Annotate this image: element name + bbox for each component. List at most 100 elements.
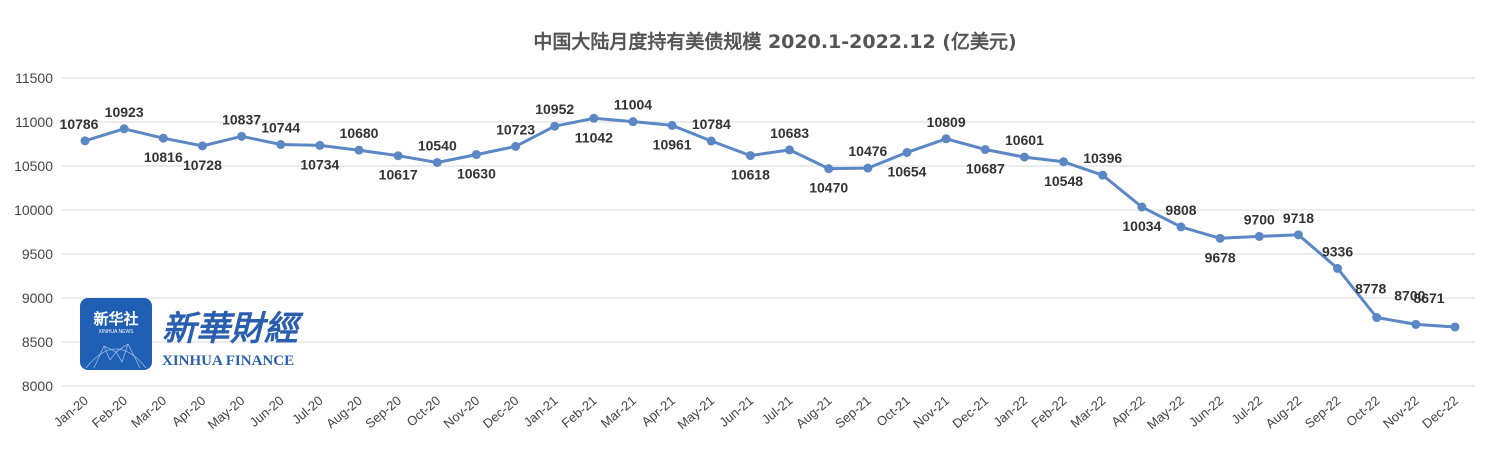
- x-tick-label: Jul-22: [1228, 393, 1265, 427]
- x-tick-label: Jul-21: [759, 393, 796, 427]
- data-point: [980, 145, 990, 155]
- data-point: [1411, 319, 1421, 329]
- data-point: [706, 136, 716, 146]
- x-tick-label: Sep-22: [1302, 393, 1344, 431]
- data-label: 9700: [1244, 211, 1275, 227]
- xinhua-finance-watermark: 新华社 XINHUA NEWS 新華財經 XINHUA FINANCE: [80, 298, 304, 370]
- data-point: [119, 124, 129, 134]
- data-point: [276, 140, 286, 150]
- data-label: 10961: [653, 136, 692, 152]
- y-tick-label: 8000: [22, 378, 53, 394]
- data-label: 10470: [809, 180, 848, 196]
- data-label: 10809: [927, 114, 966, 130]
- data-point: [393, 151, 403, 161]
- data-label: 10618: [731, 167, 770, 183]
- data-point: [158, 133, 168, 143]
- data-point: [1254, 231, 1264, 241]
- y-tick-label: 10000: [14, 202, 53, 218]
- data-label: 10687: [966, 161, 1005, 177]
- y-axis: 8000 8500 9000 9500 10000 10500 11000 11500: [14, 70, 53, 394]
- x-tick-label: May-22: [1144, 393, 1187, 432]
- x-tick-label: Oct-21: [873, 393, 913, 430]
- x-tick-label: Oct-22: [1343, 393, 1383, 430]
- data-label: 10630: [457, 166, 496, 182]
- x-tick-label: Jan-21: [521, 393, 561, 430]
- x-tick-label: Jan-22: [990, 393, 1030, 430]
- y-tick-label: 9500: [22, 246, 53, 262]
- x-tick-label: Sep-21: [832, 393, 874, 431]
- xinhua-badge-cn: 新华社: [93, 310, 138, 328]
- xinhua-badge-en: XINHUA NEWS: [98, 329, 134, 335]
- data-label: 10683: [770, 125, 809, 141]
- x-tick-label: Jun-21: [716, 393, 756, 430]
- data-point: [1137, 202, 1147, 212]
- data-label: 10784: [692, 116, 731, 132]
- data-label: 10816: [144, 149, 183, 165]
- data-point: [1293, 230, 1303, 240]
- brand-en: XINHUA FINANCE: [162, 353, 294, 369]
- x-tick-label: Apr-20: [169, 393, 209, 430]
- x-tick-label: May-20: [205, 393, 248, 432]
- data-point: [785, 145, 795, 155]
- x-tick-label: Jan-20: [51, 393, 91, 430]
- data-point: [315, 140, 325, 150]
- x-tick-label: Feb-20: [89, 393, 130, 431]
- data-label: 8700: [1394, 287, 1425, 303]
- x-tick-label: Aug-22: [1263, 393, 1305, 431]
- grid: [62, 77, 1475, 387]
- brand-cn: 新華財經: [162, 309, 304, 349]
- data-label: 10396: [1083, 150, 1122, 166]
- xinhua-badge: [80, 298, 152, 370]
- data-label: 9336: [1322, 243, 1353, 259]
- data-label: 8671: [1413, 290, 1444, 306]
- data-point: [80, 136, 90, 146]
- x-tick-label: Dec-21: [949, 393, 991, 431]
- x-tick-label: Aug-20: [323, 393, 365, 431]
- x-tick-label: Apr-21: [639, 393, 679, 430]
- x-tick-label: Nov-22: [1380, 393, 1422, 431]
- x-tick-label: Dec-20: [480, 393, 522, 431]
- data-label: 10654: [888, 163, 927, 179]
- x-tick-label: May-21: [674, 393, 717, 432]
- chart-title: 中国大陆月度持有美债规模 2020.1-2022.12 (亿美元): [533, 30, 1016, 53]
- data-point: [471, 150, 481, 160]
- data-label: 10034: [1122, 218, 1161, 234]
- data-label: 10923: [105, 104, 144, 120]
- x-tick-label: Nov-21: [910, 393, 952, 431]
- data-point: [902, 147, 912, 157]
- data-label: 10601: [1005, 132, 1044, 148]
- y-tick-label: 8500: [22, 334, 53, 350]
- data-point: [1176, 222, 1186, 232]
- data-point: [628, 117, 638, 127]
- data-label: 9718: [1283, 210, 1314, 226]
- y-tick-label: 10500: [14, 158, 53, 174]
- x-tick-label: Feb-22: [1028, 393, 1069, 431]
- data-label: 11042: [575, 129, 613, 145]
- data-point: [1215, 233, 1225, 243]
- y-tick-label: 11500: [15, 70, 53, 86]
- network-globe-icon: [85, 343, 147, 369]
- data-label: 10548: [1044, 173, 1083, 189]
- data-point: [237, 131, 247, 141]
- x-tick-label: Jul-20: [289, 393, 326, 427]
- data-point: [1059, 157, 1069, 167]
- data-label: 11004: [614, 97, 652, 113]
- data-point: [197, 141, 207, 151]
- data-point: [1098, 170, 1108, 180]
- data-label: 10734: [300, 156, 339, 172]
- data-label: 10728: [183, 157, 222, 173]
- data-label: 10540: [418, 137, 457, 153]
- data-label: 10837: [222, 111, 261, 127]
- data-label: 9678: [1205, 249, 1236, 265]
- data-label: 10617: [379, 167, 418, 183]
- data-point: [1450, 322, 1460, 332]
- x-tick-label: Feb-21: [559, 393, 600, 431]
- data-label: 10476: [848, 143, 887, 159]
- data-point: [1372, 313, 1382, 323]
- x-tick-label: Sep-20: [362, 393, 404, 431]
- x-tick-label: Mar-21: [598, 393, 639, 431]
